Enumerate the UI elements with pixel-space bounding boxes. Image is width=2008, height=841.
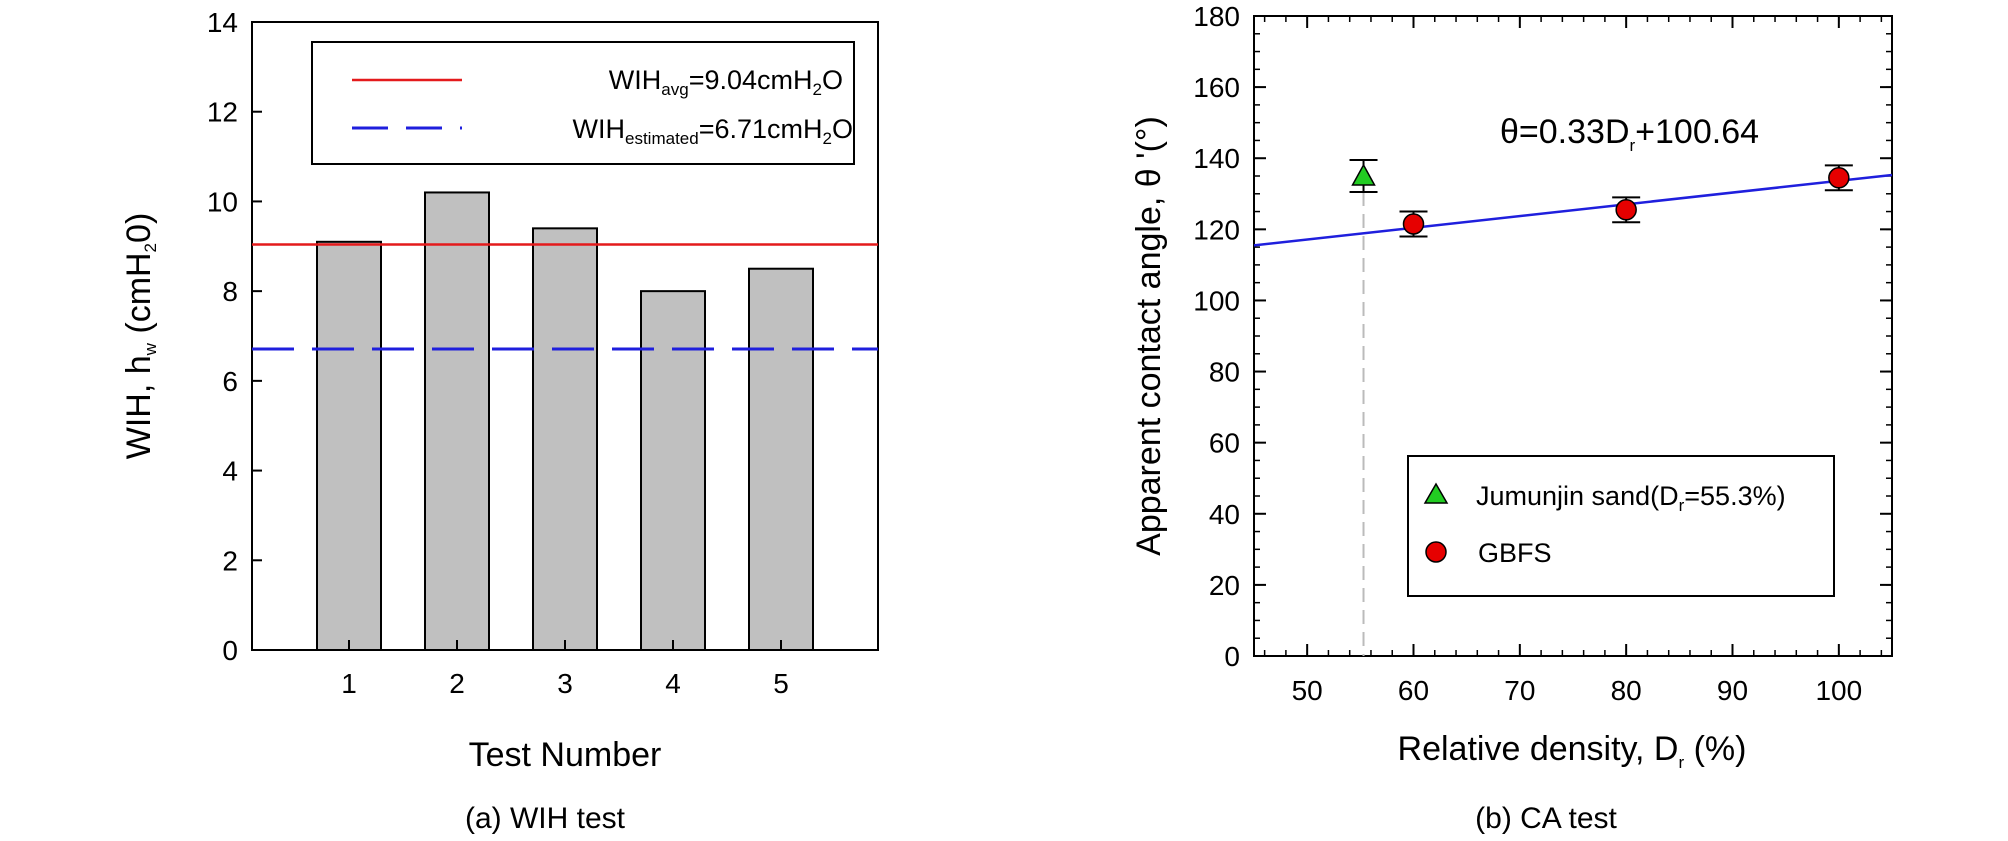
data-point-circle [1828,167,1850,189]
y-tick-label: 100 [1193,285,1240,316]
x-tick-label: 80 [1611,675,1642,706]
y-tick-label: 60 [1209,428,1240,459]
y-tick-label: 2 [222,545,238,576]
chart-a-bars [316,191,814,652]
y-tick-label: 10 [207,186,238,217]
chart-b-y-ticks: 0 20 40 60 80 100 120 140 160 180 [1193,1,1892,672]
regression-line [1253,173,1893,247]
x-tick-label: 1 [341,668,357,699]
y-tick-label: 8 [222,276,238,307]
chart-a-x-ticks: 1 2 3 4 5 [341,640,789,699]
x-tick-label: 60 [1398,675,1429,706]
chart-b-x-axis-title: Relative density, Dr (%) [1398,730,1747,772]
legend-label-estimated: WIHestimated=6.71cmH2O [573,114,853,148]
chart-a-y-axis-title: WIH, hw (cmH20) [120,213,160,460]
y-tick-label: 80 [1209,357,1240,388]
chart-b-x-ticks: 50 60 70 80 90 100 [1292,16,1862,706]
x-tick-label: 4 [665,668,681,699]
chart-a-y-ticks: 0 2 4 6 8 10 12 14 [207,7,262,666]
x-tick-label: 90 [1717,675,1748,706]
legend-label-avg: WIHavg=9.04cmH2O [609,65,843,99]
chart-b-legend-box [1407,455,1835,597]
chart-a-legend: WIHavg=9.04cmH2O WIHestimated=6.71cmH2O [311,41,855,165]
bar [640,290,706,651]
y-tick-label: 180 [1193,1,1240,32]
chart-a-x-axis-title: Test Number [469,736,662,774]
chart-b-caption: (b) CA test [1475,802,1617,835]
fit-equation-label: θ=0.33Dr+100.64 [1500,113,1759,155]
y-tick-label: 160 [1193,72,1240,103]
x-tick-label: 70 [1504,675,1535,706]
data-point-triangle [1351,163,1376,186]
y-tick-label: 0 [1224,641,1240,672]
chart-a-legend-box [311,41,855,165]
chart-a-caption: (a) WIH test [465,802,626,835]
bar [532,227,598,651]
y-tick-label: 6 [222,366,238,397]
y-tick-label: 120 [1193,214,1240,245]
y-tick-label: 140 [1193,143,1240,174]
data-point-circle [1402,213,1425,235]
legend-label-jumunjin: Jumunjin sand(Dr=55.3%) [1476,481,1786,515]
legend-circle-marker [1425,541,1447,563]
y-tick-label: 12 [207,97,238,128]
chart-b-y-axis-title: Apparent contact angle, θ '(°) [1130,116,1168,556]
chart-b-fit-line [1253,173,1893,247]
y-tick-label: 40 [1209,499,1240,530]
x-tick-label: 2 [449,668,465,699]
chart-a-reference-lines [252,243,878,351]
x-tick-label: 5 [773,668,789,699]
data-point-circle [1615,199,1637,221]
y-tick-label: 4 [222,456,238,487]
bar [748,267,814,651]
x-tick-label: 3 [557,668,573,699]
y-tick-label: 14 [207,7,238,38]
chart-b-points [1349,159,1853,238]
y-tick-label: 0 [222,635,238,666]
legend-label-gbfs: GBFS [1478,538,1552,568]
x-tick-label: 50 [1292,675,1323,706]
bar [424,191,490,651]
chart-b-legend: Jumunjin sand(Dr=55.3%) GBFS [1407,455,1835,597]
bar [316,240,382,652]
y-tick-label: 20 [1209,570,1240,601]
legend-triangle-marker [1423,482,1449,504]
chart-b: 0 20 40 60 80 100 120 140 160 180 50 60 70 80 90 100 θ… [1130,1,1893,835]
x-tick-label: 100 [1815,675,1862,706]
